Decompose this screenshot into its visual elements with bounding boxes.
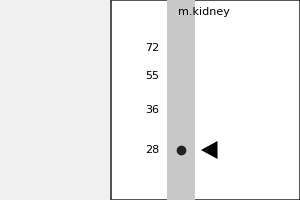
Text: 55: 55 [145, 71, 159, 81]
Bar [111, 0, 300, 200]
Polygon shape [201, 141, 217, 159]
Text: 72: 72 [145, 43, 159, 53]
Text: 28: 28 [145, 145, 159, 155]
Bar [167, 0, 195, 200]
Text: 36: 36 [145, 105, 159, 115]
Text: m.kidney: m.kidney [178, 7, 230, 17]
